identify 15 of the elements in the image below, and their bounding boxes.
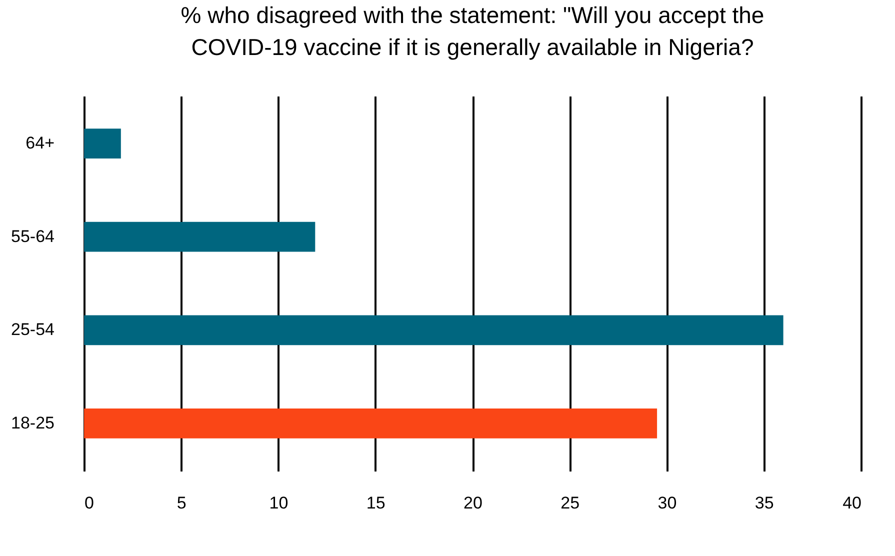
- x-tick-label: 0: [84, 494, 94, 512]
- y-tick-label: 64+: [26, 134, 55, 153]
- text: COVID-19 vaccine if it is generally available in Nigeria?: [191, 34, 754, 60]
- x-tick-label: 10: [269, 494, 288, 512]
- y-tick-label: 18-25: [11, 413, 54, 432]
- x-tick-label: 20: [464, 494, 482, 512]
- text: % who disagreed with the statement: "Will you accept the: [180, 2, 764, 28]
- x-tick-label: 40: [842, 494, 862, 512]
- x-tick-label: 5: [176, 494, 186, 512]
- y-tick-label: 55-64: [11, 226, 54, 246]
- x-tick-label: 15: [366, 494, 386, 512]
- x-tick-label: 35: [754, 494, 774, 512]
- x-tick-label: 30: [658, 494, 677, 512]
- y-tick-label: 25-54: [11, 320, 54, 340]
- x-tick-label: 25: [560, 494, 580, 512]
